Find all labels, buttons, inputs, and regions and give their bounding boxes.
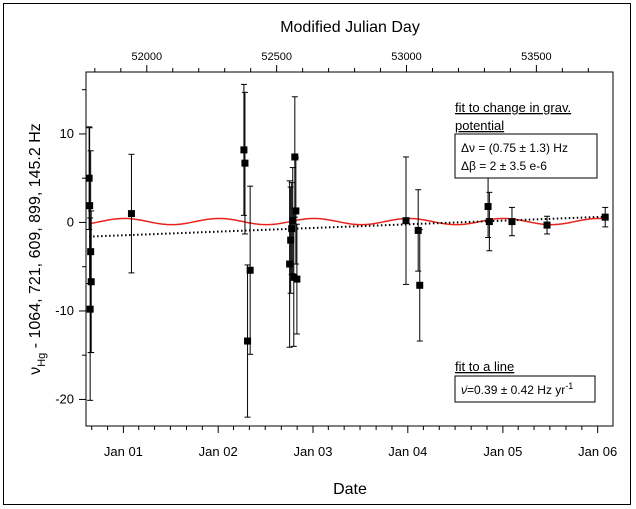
data-points [85,83,609,418]
point-marker [246,266,254,274]
point-marker [414,226,422,234]
point-marker [241,159,249,167]
x-tick-label: Jan 03 [293,444,332,459]
data-point [414,189,422,272]
data-point [485,191,493,252]
point-marker [85,174,93,182]
point-marker [86,202,94,210]
data-point [240,83,248,216]
point-marker [87,248,95,256]
mjd-tick-label: 53000 [391,51,422,63]
y-tick-label: 10 [60,126,74,141]
data-point [402,156,410,285]
point-marker [416,281,424,289]
data-point [286,180,294,348]
point-marker [543,221,551,229]
point-marker [287,236,295,244]
data-point [601,206,609,228]
point-marker [86,305,94,313]
line-fit-title: fit to a line [455,359,514,374]
delta-nu-symbol: Δν [461,141,475,155]
linear-fit-line [89,215,606,238]
y-tick-label: -20 [55,391,74,406]
point-marker [291,153,299,161]
grav-fit-delta-beta: Δβ = 2 ± 3.5 e-6 [461,159,547,173]
data-point [292,157,300,265]
y-axis-title: νHg - 1064, 721, 609, 899, 145.2 Hz [27,123,48,375]
point-marker [288,225,296,233]
line-fit-box [454,375,596,403]
data-point [241,91,249,235]
point-marker [293,275,301,283]
point-marker [484,203,492,211]
delta-beta-symbol: Δβ [461,159,476,173]
grav-fit-curve [89,217,606,226]
plot-area [85,71,614,427]
point-marker [402,217,410,225]
x-tick-label: Jan 05 [483,444,522,459]
delta-beta-value: = 2 ± 3.5 e-6 [476,159,547,173]
top-axis-title: Modified Julian Day [280,19,420,36]
point-marker [127,210,135,218]
point-marker [286,260,294,268]
data-point [416,229,424,342]
data-point [508,206,516,237]
point-marker [240,146,248,154]
x-axis-title: Date [333,481,367,498]
y-axis-title-rest: - 1064, 721, 609, 899, 145.2 Hz [27,123,44,353]
data-point [127,153,135,274]
chart-frame [3,3,631,505]
x-tick-label: Jan 01 [104,444,143,459]
data-point [246,185,254,355]
data-point [484,175,492,238]
y-tick-label: -10 [55,303,74,318]
point-marker [485,218,493,226]
line-fit-exponent: -1 [565,381,573,391]
grav-fit-title-line1: fit to change in grav. [455,100,571,115]
data-point [86,217,94,401]
x-tick-label: Jan 04 [388,444,427,459]
grav-fit-delta-nu: Δν = (0.75 ± 1.3) Hz [461,141,568,155]
point-marker [87,278,95,286]
y-axis-title-sub: Hg [36,353,48,367]
point-marker [508,218,516,226]
point-marker [289,217,297,225]
x-tick-label: Jan 06 [578,444,617,459]
data-point [244,264,252,418]
line-fit-rate: =0.39 ± 0.42 Hz yr [467,383,565,397]
grav-fit-title-line2: potential [455,118,504,133]
y-tick-label: 0 [67,214,74,229]
axis-ticks: Jan 01 Jan 02 Jan 03 Jan 04 Jan 05 Jan 06 5200… [55,51,617,459]
data-point [293,223,301,335]
mjd-tick-label: 52000 [131,51,162,63]
delta-nu-value: = (0.75 ± 1.3) Hz [475,141,568,155]
mjd-tick-label: 52500 [261,51,292,63]
point-marker [244,337,252,345]
fit-lines [89,215,606,238]
data-point [87,210,95,354]
y-axis-title-nu: ν [27,367,44,375]
mjd-tick-label: 53500 [521,51,552,63]
nu-dot-symbol: ν̇ [461,383,468,397]
point-marker [601,213,609,221]
data-point [543,215,551,235]
line-fit-value: ν̇=0.39 ± 0.42 Hz yr-1 [461,381,573,397]
point-marker [292,207,300,215]
data-point [291,96,299,218]
grav-fit-box [454,133,598,179]
x-tick-label: Jan 02 [199,444,238,459]
